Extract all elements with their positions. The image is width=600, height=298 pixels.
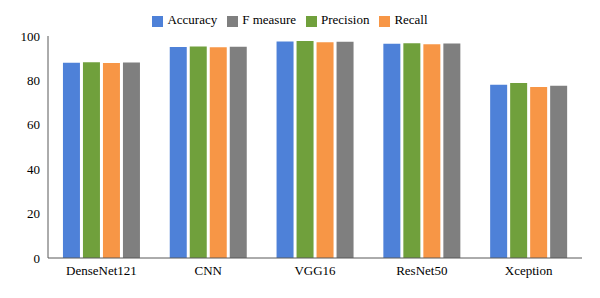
svg-text:0: 0 (34, 251, 41, 266)
svg-text:ResNet50: ResNet50 (396, 263, 447, 278)
svg-text:Xception: Xception (505, 263, 553, 278)
svg-text:60: 60 (27, 117, 40, 132)
svg-text:80: 80 (27, 73, 40, 88)
svg-text:VGG16: VGG16 (294, 263, 336, 278)
svg-text:100: 100 (21, 29, 41, 44)
svg-text:CNN: CNN (194, 263, 222, 278)
svg-text:40: 40 (27, 162, 40, 177)
html-text:Recall: Recall (394, 12, 428, 27)
html-text:Precision: Precision (321, 12, 370, 27)
svg-text:DenseNet121: DenseNet121 (66, 263, 137, 278)
svg-text:20: 20 (27, 206, 40, 221)
html-text:F measure: F measure (242, 12, 296, 27)
html-text:Accuracy: Accuracy (167, 12, 218, 27)
